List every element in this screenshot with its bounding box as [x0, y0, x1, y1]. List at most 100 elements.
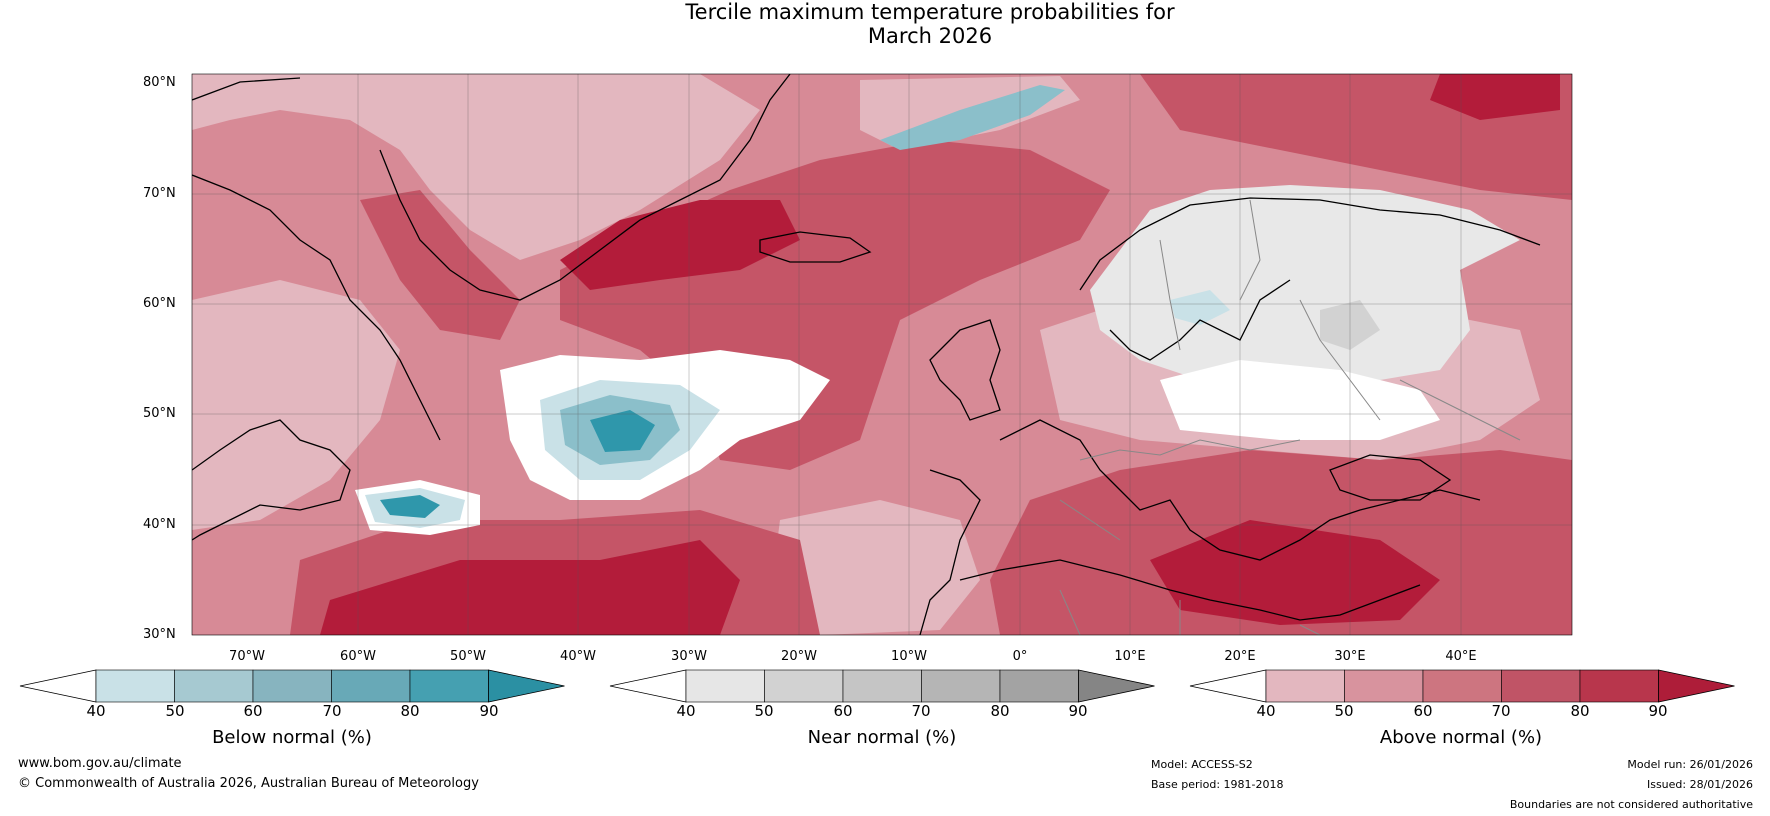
- field-max-arctic: [1430, 74, 1560, 120]
- lon-label-20w: 20°W: [781, 649, 817, 664]
- colorbar-above: [1189, 669, 1735, 703]
- field-below-high-midatlantic: [590, 410, 655, 452]
- near-tick-50: 50: [754, 702, 774, 720]
- below-tick-60: 60: [243, 702, 263, 720]
- above-extend-high: [1658, 669, 1735, 703]
- map-field: [192, 74, 1572, 635]
- field-white-easteurope: [1160, 360, 1440, 440]
- coast-north-africa: [959, 559, 1421, 621]
- chart-title: Tercile maximum temperature probabilitie…: [0, 0, 1770, 48]
- above-tick-70: 70: [1491, 702, 1511, 720]
- lon-label-20e: 20°E: [1224, 649, 1256, 664]
- lon-label-30e: 30°E: [1334, 649, 1366, 664]
- lon-label-70w: 70°W: [229, 649, 265, 664]
- below-extend-high: [488, 669, 565, 703]
- near-tick-40: 40: [676, 702, 696, 720]
- field-light-greenland: [192, 74, 760, 260]
- coast-north-america: [192, 419, 351, 541]
- coast-britain: [929, 319, 1001, 421]
- coastlines: [192, 74, 1541, 635]
- above-bin-1: [1265, 669, 1345, 703]
- colorbar-near: [609, 669, 1155, 703]
- near-tick-80: 80: [990, 702, 1010, 720]
- above-tick-80: 80: [1570, 702, 1590, 720]
- lon-label-40e: 40°E: [1445, 649, 1477, 664]
- coast-black-sea: [1329, 454, 1452, 501]
- field-dark-labrador: [360, 190, 520, 340]
- below-tick-40: 40: [86, 702, 106, 720]
- near-bin-1: [685, 669, 765, 703]
- above-bin-3: [1422, 669, 1502, 703]
- footer-model: Model: ACCESS-S2: [1151, 758, 1253, 771]
- below-bin-5: [409, 669, 489, 703]
- lat-label-50n: 50°N: [143, 406, 176, 421]
- colorbar-below: [19, 669, 565, 703]
- lat-label-40n: 40°N: [143, 517, 176, 532]
- lat-label-70n: 70°N: [143, 186, 176, 201]
- above-tick-90: 90: [1648, 702, 1668, 720]
- coast-canada-arctic: [192, 174, 441, 441]
- above-bin-5: [1579, 669, 1659, 703]
- below-tick-80: 80: [400, 702, 420, 720]
- field-below-baltic: [1170, 290, 1230, 325]
- coast-europe: [919, 419, 1481, 635]
- below-label: Below normal (%): [212, 727, 372, 748]
- lon-label-10w: 10°W: [891, 649, 927, 664]
- near-tick-90: 90: [1068, 702, 1088, 720]
- above-bin-4: [1501, 669, 1581, 703]
- below-extend-low: [19, 669, 97, 703]
- title-line-2: March 2026: [867, 24, 993, 48]
- lon-label-30w: 30°W: [671, 649, 707, 664]
- lon-label-60w: 60°W: [340, 649, 376, 664]
- gridlines: [192, 74, 1572, 635]
- above-label: Above normal (%): [1379, 727, 1543, 748]
- below-bin-1: [95, 669, 175, 703]
- footer-copyright: © Commonwealth of Australia 2026, Austra…: [18, 776, 479, 791]
- above-tick-40: 40: [1256, 702, 1276, 720]
- field-max-southwest: [320, 540, 740, 635]
- lat-label-60n: 60°N: [143, 296, 176, 311]
- lon-label-10e: 10°E: [1114, 649, 1146, 664]
- map-frame: [191, 73, 1573, 636]
- below-tick-90: 90: [479, 702, 499, 720]
- title-line-1: Tercile maximum temperature probabilitie…: [685, 0, 1175, 24]
- field-light-southatlantic: [770, 500, 980, 635]
- footer-base-period: Base period: 1981-2018: [1151, 778, 1284, 791]
- near-bin-2: [764, 669, 844, 703]
- field-near-scandinavia: [1090, 185, 1520, 385]
- near-bin-3: [842, 669, 922, 703]
- field-light-westatlantic: [192, 280, 400, 530]
- footer-url: www.bom.gov.au/climate: [18, 756, 182, 771]
- lon-label-0: 0°: [1012, 649, 1028, 664]
- lon-label-40w: 40°W: [560, 649, 596, 664]
- coast-greenland: [192, 74, 791, 301]
- footer-issued: Issued: 28/01/2026: [1646, 778, 1753, 791]
- above-extend-low: [1189, 669, 1267, 703]
- field-below-arctic: [880, 85, 1065, 150]
- near-bin-5: [999, 669, 1079, 703]
- coast-iceland: [759, 231, 872, 263]
- field-max-med: [1150, 520, 1440, 625]
- field-max-northatlantic: [560, 200, 800, 290]
- lat-label-30n: 30°N: [143, 627, 176, 642]
- near-tick-60: 60: [833, 702, 853, 720]
- near-tick-70: 70: [911, 702, 931, 720]
- country-borders: [1059, 199, 1521, 635]
- below-bin-3: [252, 669, 332, 703]
- above-bin-2: [1344, 669, 1424, 703]
- near-extend-high: [1078, 669, 1155, 703]
- above-tick-50: 50: [1334, 702, 1354, 720]
- lon-label-50w: 50°W: [450, 649, 486, 664]
- below-bin-2: [174, 669, 254, 703]
- below-bin-4: [331, 669, 411, 703]
- footer-model-run: Model run: 26/01/2026: [1627, 758, 1753, 771]
- near-extend-low: [609, 669, 687, 703]
- field-below-high-westatlantic: [380, 495, 440, 518]
- below-tick-50: 50: [165, 702, 185, 720]
- lat-label-80n: 80°N: [143, 75, 176, 90]
- above-tick-60: 60: [1413, 702, 1433, 720]
- near-label: Near normal (%): [807, 727, 957, 748]
- footer-disclaimer: Boundaries are not considered authoritat…: [1509, 798, 1753, 811]
- below-tick-70: 70: [322, 702, 342, 720]
